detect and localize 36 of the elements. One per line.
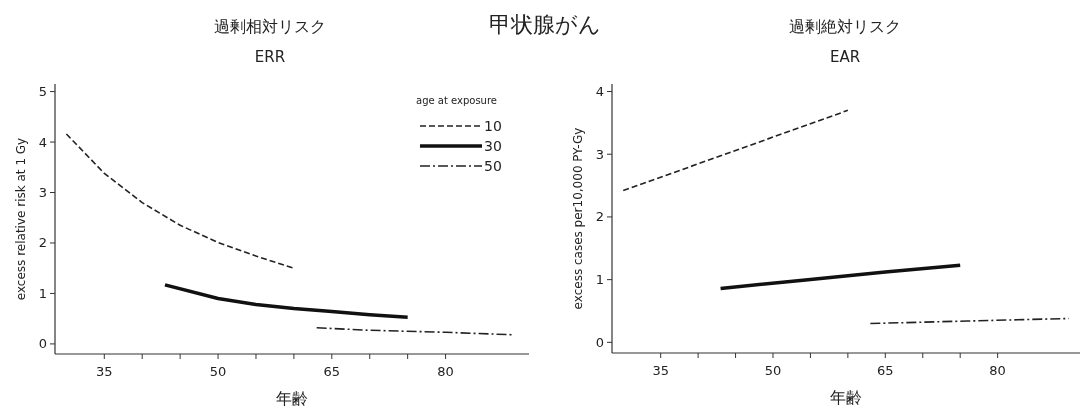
y-tick-label: 4 — [38, 134, 47, 150]
x-axis-title: 年齢 — [276, 389, 308, 408]
line-series — [315, 326, 515, 336]
x-tick-label: 35 — [652, 363, 669, 378]
x-tick-label: 80 — [989, 363, 1006, 378]
y-tick-label: 3 — [595, 146, 604, 162]
line-series — [718, 263, 962, 291]
legend-label: 10 — [484, 118, 502, 134]
y-tick-label: 1 — [595, 272, 604, 288]
y-axis-title: excess relative risk at 1 Gy — [14, 137, 28, 301]
x-tick-label: 65 — [877, 363, 894, 378]
y-axis-title: excess cases per10,000 PY-Gy — [571, 127, 585, 310]
y-tick-label: 4 — [595, 84, 604, 100]
chart-title: 過剰相対リスク — [214, 17, 326, 36]
x-tick-label: 50 — [209, 364, 227, 379]
x-tick-label: 80 — [437, 364, 454, 379]
text: 甲状腺がん — [489, 12, 601, 37]
chart-title: 過剰絶対リスク — [789, 17, 901, 36]
y-tick-label: 1 — [38, 285, 47, 301]
x-tick-label: 50 — [764, 363, 782, 378]
x-axis-title: 年齢 — [830, 388, 862, 407]
chart-subtitle: ERR — [254, 48, 286, 66]
legend-title: age at exposure — [416, 95, 497, 106]
y-tick-label: 0 — [595, 334, 604, 350]
legend-label: 30 — [484, 138, 502, 154]
legend-label: 50 — [484, 158, 502, 174]
y-tick-label: 2 — [38, 235, 47, 251]
y-tick-label: 5 — [38, 84, 47, 100]
line-series — [65, 133, 295, 270]
chart-subtitle: EAR — [829, 48, 861, 66]
x-tick-label: 65 — [323, 364, 341, 379]
y-tick-label: 0 — [38, 336, 47, 352]
y-tick-label: 3 — [38, 185, 47, 200]
line-series — [163, 283, 410, 319]
y-tick-label: 2 — [595, 209, 604, 225]
x-tick-label: 35 — [96, 364, 113, 379]
